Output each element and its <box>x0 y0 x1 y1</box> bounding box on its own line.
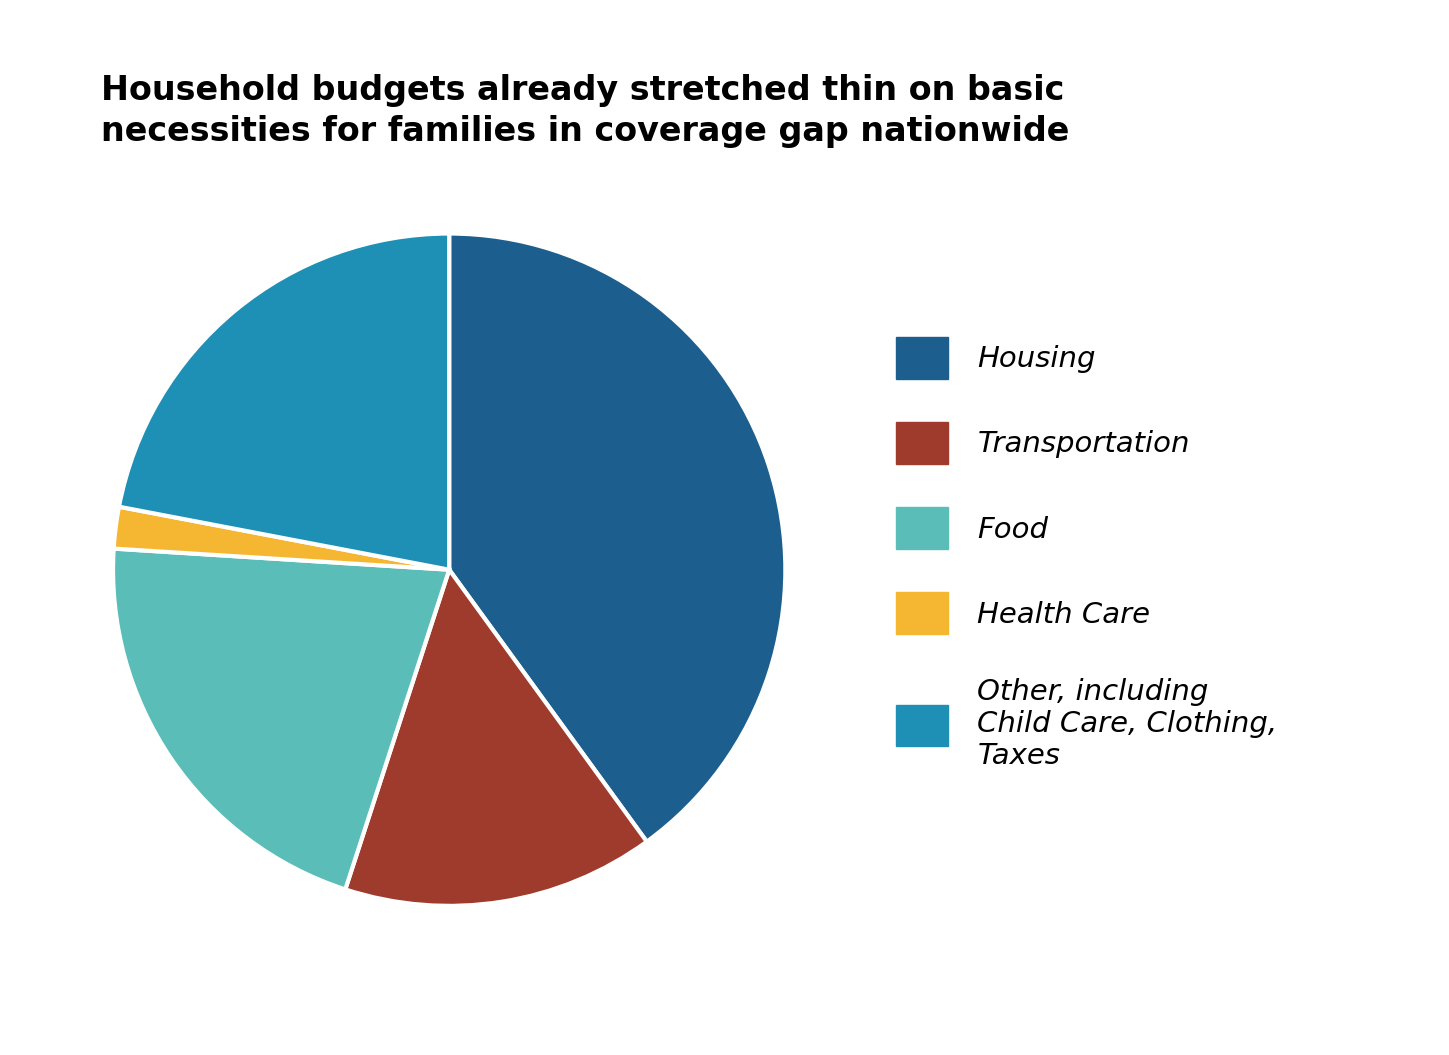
Legend: Housing, Transportation, Food, Health Care, Other, including
Child Care, Clothin: Housing, Transportation, Food, Health Ca… <box>884 326 1290 782</box>
Wedge shape <box>119 233 449 570</box>
Wedge shape <box>113 549 449 889</box>
Wedge shape <box>113 506 449 570</box>
Text: Household budgets already stretched thin on basic
necessities for families in co: Household budgets already stretched thin… <box>101 74 1069 148</box>
Wedge shape <box>345 570 646 906</box>
Wedge shape <box>449 233 785 842</box>
